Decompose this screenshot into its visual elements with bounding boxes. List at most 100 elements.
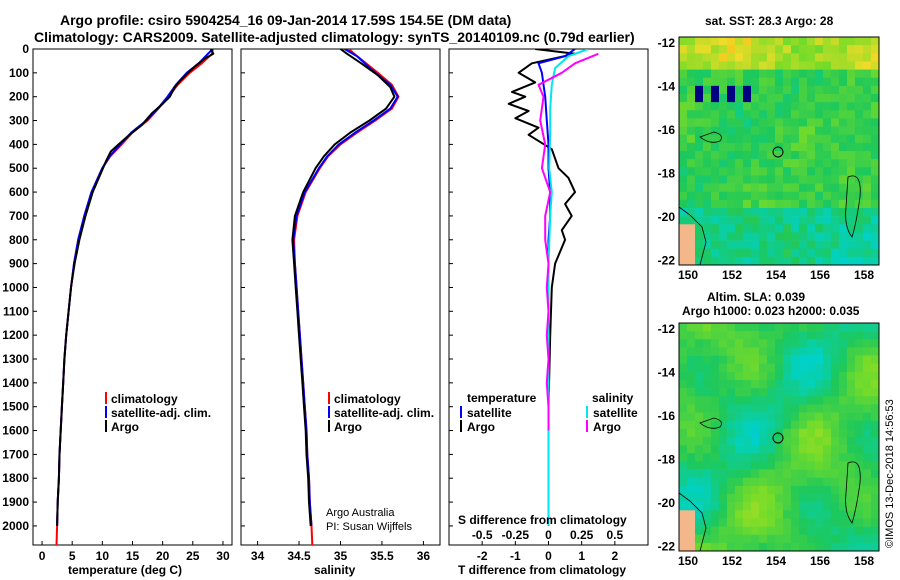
map-cell xyxy=(871,61,880,70)
map-cell xyxy=(855,94,864,103)
depth-tick-label: 1100 xyxy=(3,304,29,318)
map-cell xyxy=(743,224,752,233)
map-cell xyxy=(831,371,840,381)
map-cell xyxy=(775,53,784,62)
map-cell xyxy=(807,142,816,152)
map-cell xyxy=(743,45,752,54)
map-cell xyxy=(863,167,872,176)
map-cell xyxy=(823,461,832,470)
map-cell xyxy=(775,134,784,144)
map-cell xyxy=(727,445,736,454)
map-cell xyxy=(679,526,688,536)
map-cell xyxy=(679,437,688,446)
map-cell xyxy=(831,396,840,405)
map-cell xyxy=(863,469,872,479)
map-cell xyxy=(759,510,768,519)
map-cell xyxy=(711,45,720,54)
map-cell xyxy=(863,494,872,503)
map-cell xyxy=(679,347,688,356)
map-cell xyxy=(775,461,784,470)
map-cell xyxy=(807,388,816,397)
map-cell xyxy=(855,428,864,438)
title-line-2: Climatology: CARS2009. Satellite-adjuste… xyxy=(34,29,635,45)
map-cell xyxy=(847,534,856,544)
map-cell xyxy=(695,437,704,446)
map-cell xyxy=(727,208,736,217)
map-cell xyxy=(695,404,704,413)
depth-tick-label: 800 xyxy=(9,233,29,247)
map-cell xyxy=(719,445,728,454)
map-cell xyxy=(807,502,816,511)
map-cell xyxy=(759,256,768,266)
sla-map xyxy=(678,323,880,552)
map-cell xyxy=(679,363,688,373)
map-cell xyxy=(847,380,856,389)
map-cell xyxy=(687,216,696,225)
map-cell xyxy=(807,453,816,462)
map-cell xyxy=(871,339,880,348)
map-cell xyxy=(783,380,792,389)
map-cell xyxy=(855,502,864,511)
map-cell xyxy=(799,216,808,225)
map-lon-label: 150 xyxy=(678,554,698,568)
map-cell xyxy=(815,461,824,470)
map-cell xyxy=(815,469,824,479)
depth-tick-label: 1800 xyxy=(2,471,29,485)
map-cell xyxy=(735,461,744,470)
map-cell xyxy=(687,437,696,446)
map-cell xyxy=(759,437,768,446)
map-cell xyxy=(743,396,752,405)
map-cell xyxy=(687,371,696,381)
map-cell xyxy=(735,502,744,511)
map-cell xyxy=(855,494,864,503)
map-cell xyxy=(735,183,744,193)
map-cell xyxy=(815,134,824,144)
map-cell xyxy=(847,175,856,184)
map-cell xyxy=(831,445,840,454)
map-lat-label: -14 xyxy=(658,80,676,94)
map-cell xyxy=(823,339,832,348)
map-cell xyxy=(791,37,800,46)
map-cell xyxy=(703,453,712,462)
map-cell xyxy=(767,256,776,266)
map-cell xyxy=(807,102,816,111)
map-cell xyxy=(783,216,792,225)
map-cell xyxy=(783,453,792,462)
map-cell xyxy=(799,248,808,258)
map-cell xyxy=(791,461,800,470)
map-cell xyxy=(719,347,728,356)
map-cell xyxy=(687,339,696,348)
map-cell xyxy=(791,191,800,201)
map-cell xyxy=(791,396,800,405)
map-cell xyxy=(767,502,776,511)
map-cell xyxy=(703,502,712,511)
map-cell xyxy=(711,323,720,332)
map-cell xyxy=(727,191,736,201)
map-cell xyxy=(751,437,760,446)
legend3-t-argo-swatch xyxy=(460,420,462,432)
map-cell xyxy=(863,142,872,152)
map-cell xyxy=(759,412,768,422)
map-cell xyxy=(711,445,720,454)
map-cell xyxy=(743,126,752,136)
map-cell xyxy=(679,191,688,201)
map-cell xyxy=(871,347,880,356)
map-cell xyxy=(855,118,864,127)
map-cell xyxy=(719,510,728,519)
map-cell xyxy=(711,363,720,373)
map-cell xyxy=(679,534,688,544)
map-cell xyxy=(823,534,832,544)
map-cell xyxy=(679,494,688,503)
map-cell xyxy=(767,445,776,454)
map-cell xyxy=(679,45,688,54)
map-cell xyxy=(831,199,840,209)
reef-outline xyxy=(845,461,861,524)
x-tick-label: 35 xyxy=(334,549,348,563)
map-cell xyxy=(775,388,784,397)
map-cell xyxy=(791,404,800,413)
map-cell xyxy=(679,428,688,438)
map-cell xyxy=(799,461,808,470)
map-cell xyxy=(807,256,816,266)
map-cell xyxy=(791,494,800,503)
map-cell xyxy=(791,53,800,62)
